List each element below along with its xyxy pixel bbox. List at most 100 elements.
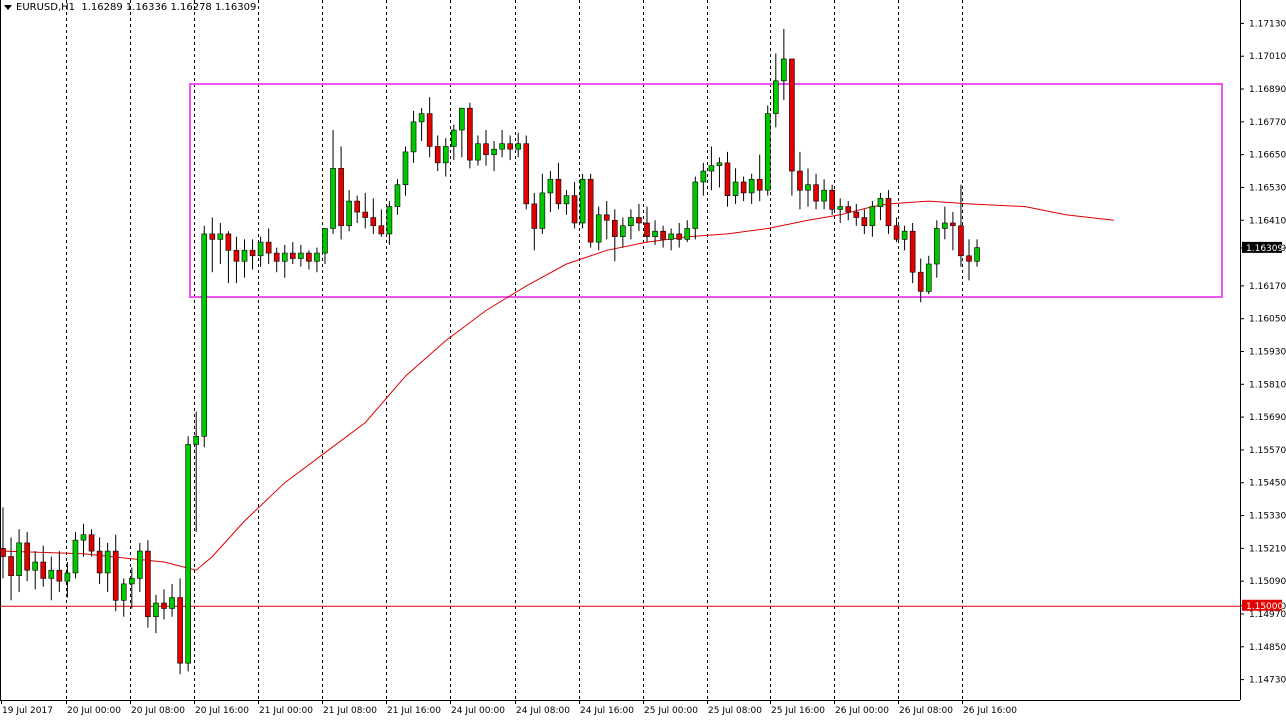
candle	[603, 201, 610, 240]
candle-body	[24, 542, 30, 571]
candle	[56, 551, 63, 593]
candle	[32, 551, 39, 590]
candle-body	[716, 162, 723, 166]
candle-body	[772, 80, 779, 114]
candle	[668, 228, 674, 251]
candle-body	[917, 271, 924, 292]
candle-body	[732, 181, 739, 196]
candle	[394, 179, 401, 215]
candle-body	[0, 548, 6, 557]
candle	[298, 244, 304, 267]
y-tick-label: 1.16050	[1249, 315, 1286, 325]
chevron-down-icon[interactable]	[4, 4, 12, 10]
y-tick-label: 1.17010	[1249, 52, 1286, 62]
candle-body	[781, 58, 787, 82]
candle-body	[129, 578, 135, 585]
candle-body	[314, 252, 320, 262]
x-tick-label: 26 Jul 00:00	[835, 706, 889, 716]
x-tick-label: 25 Jul 00:00	[644, 706, 698, 716]
candle-body	[563, 195, 570, 205]
candle	[636, 203, 642, 232]
candle	[893, 217, 900, 243]
candle	[241, 239, 248, 278]
candle	[483, 130, 489, 166]
candle	[660, 225, 666, 248]
moving-average-line	[2, 200, 1114, 571]
candle-body	[684, 228, 691, 240]
candle-body	[402, 151, 409, 186]
candle	[129, 567, 135, 609]
price-axis: 1.17130 1.17010 1.16890 1.16770 1.16650 1.165…	[1240, 19, 1286, 686]
candle-body	[72, 539, 79, 574]
y-tick-label: 1.15450	[1249, 479, 1286, 489]
candle	[491, 140, 497, 172]
y-tick-label: 1.14730	[1249, 676, 1286, 686]
candle	[611, 209, 618, 262]
price-tags: 1.16309 1.15000	[1242, 241, 1283, 612]
candle	[507, 135, 513, 161]
y-tick-label: 1.15210	[1249, 544, 1286, 554]
candle-body	[40, 561, 47, 579]
candle-body	[370, 217, 377, 227]
candle-body	[217, 233, 224, 240]
candle-body	[660, 230, 666, 240]
candle-body	[628, 217, 634, 227]
candle-body	[789, 58, 795, 172]
candle	[966, 239, 972, 281]
candle-body	[257, 241, 264, 257]
x-tick-label: 26 Jul 08:00	[899, 706, 953, 716]
y-tick-label: 1.15090	[1249, 577, 1286, 587]
candle	[700, 162, 707, 196]
candle-body	[933, 228, 940, 265]
x-tick-label: 20 Jul 08:00	[131, 706, 185, 716]
candle	[338, 146, 344, 240]
candle-body	[740, 181, 747, 194]
candle-body	[756, 178, 763, 191]
candle-body	[966, 255, 972, 262]
candle-body	[531, 203, 538, 229]
candle-body	[885, 198, 892, 227]
candle	[40, 545, 47, 587]
candle-body	[104, 550, 111, 574]
candle	[708, 146, 715, 191]
symbol-label: EURUSD,H1	[16, 2, 76, 13]
candle-body	[330, 168, 336, 229]
x-tick-label: 24 Jul 08:00	[516, 706, 570, 716]
candle	[434, 135, 441, 172]
candle-body	[298, 252, 304, 259]
x-tick-label: 21 Jul 08:00	[323, 706, 377, 716]
candle-body	[523, 143, 530, 205]
candle-body	[748, 178, 755, 194]
y-tick-label: 1.16410	[1249, 216, 1286, 226]
candle	[555, 162, 562, 210]
candle	[402, 146, 409, 196]
y-tick-label: 1.15570	[1249, 446, 1286, 456]
candle	[595, 206, 602, 251]
candle-body	[249, 250, 256, 257]
candle	[563, 190, 570, 215]
candle	[974, 239, 980, 267]
time-axis: 19 Jul 2017 20 Jul 00:00 20 Jul 08:00 20 Ju…	[1, 700, 1017, 716]
candle-body	[724, 162, 731, 196]
y-tick-label: 1.16890	[1249, 85, 1286, 95]
candle-body	[201, 233, 208, 437]
candle	[724, 151, 731, 207]
candle-body	[338, 168, 344, 227]
candle-body	[209, 233, 216, 240]
candle-body	[587, 178, 594, 243]
x-tick-label: 21 Jul 16:00	[387, 706, 441, 716]
x-tick-label: 24 Jul 00:00	[451, 706, 505, 716]
candle	[901, 225, 908, 251]
candle-body	[265, 241, 272, 254]
candle-body	[821, 189, 827, 202]
y-tick-label: 1.16170	[1249, 282, 1286, 292]
candle-body	[845, 206, 852, 213]
candle	[628, 209, 634, 240]
candle	[80, 523, 87, 557]
candle	[16, 529, 22, 593]
candle	[64, 562, 71, 598]
candle-body	[459, 107, 465, 131]
candle	[161, 589, 167, 620]
candle	[137, 542, 143, 593]
